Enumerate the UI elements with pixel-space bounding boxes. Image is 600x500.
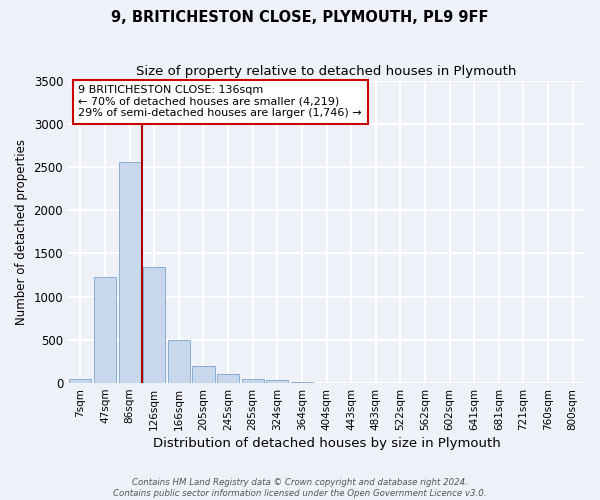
- Bar: [119, 162, 140, 383]
- Bar: [217, 374, 239, 383]
- Text: 9, BRITICHESTON CLOSE, PLYMOUTH, PL9 9FF: 9, BRITICHESTON CLOSE, PLYMOUTH, PL9 9FF: [111, 10, 489, 25]
- Text: Contains HM Land Registry data © Crown copyright and database right 2024.
Contai: Contains HM Land Registry data © Crown c…: [113, 478, 487, 498]
- Title: Size of property relative to detached houses in Plymouth: Size of property relative to detached ho…: [136, 65, 517, 78]
- Bar: [143, 267, 165, 383]
- Bar: [193, 366, 215, 383]
- Bar: [291, 382, 313, 383]
- Bar: [69, 378, 91, 383]
- Y-axis label: Number of detached properties: Number of detached properties: [15, 139, 28, 325]
- Text: 9 BRITICHESTON CLOSE: 136sqm
← 70% of detached houses are smaller (4,219)
29% of: 9 BRITICHESTON CLOSE: 136sqm ← 70% of de…: [79, 85, 362, 118]
- Bar: [266, 380, 289, 383]
- Bar: [168, 340, 190, 383]
- Bar: [94, 277, 116, 383]
- Bar: [242, 378, 264, 383]
- X-axis label: Distribution of detached houses by size in Plymouth: Distribution of detached houses by size …: [152, 437, 500, 450]
